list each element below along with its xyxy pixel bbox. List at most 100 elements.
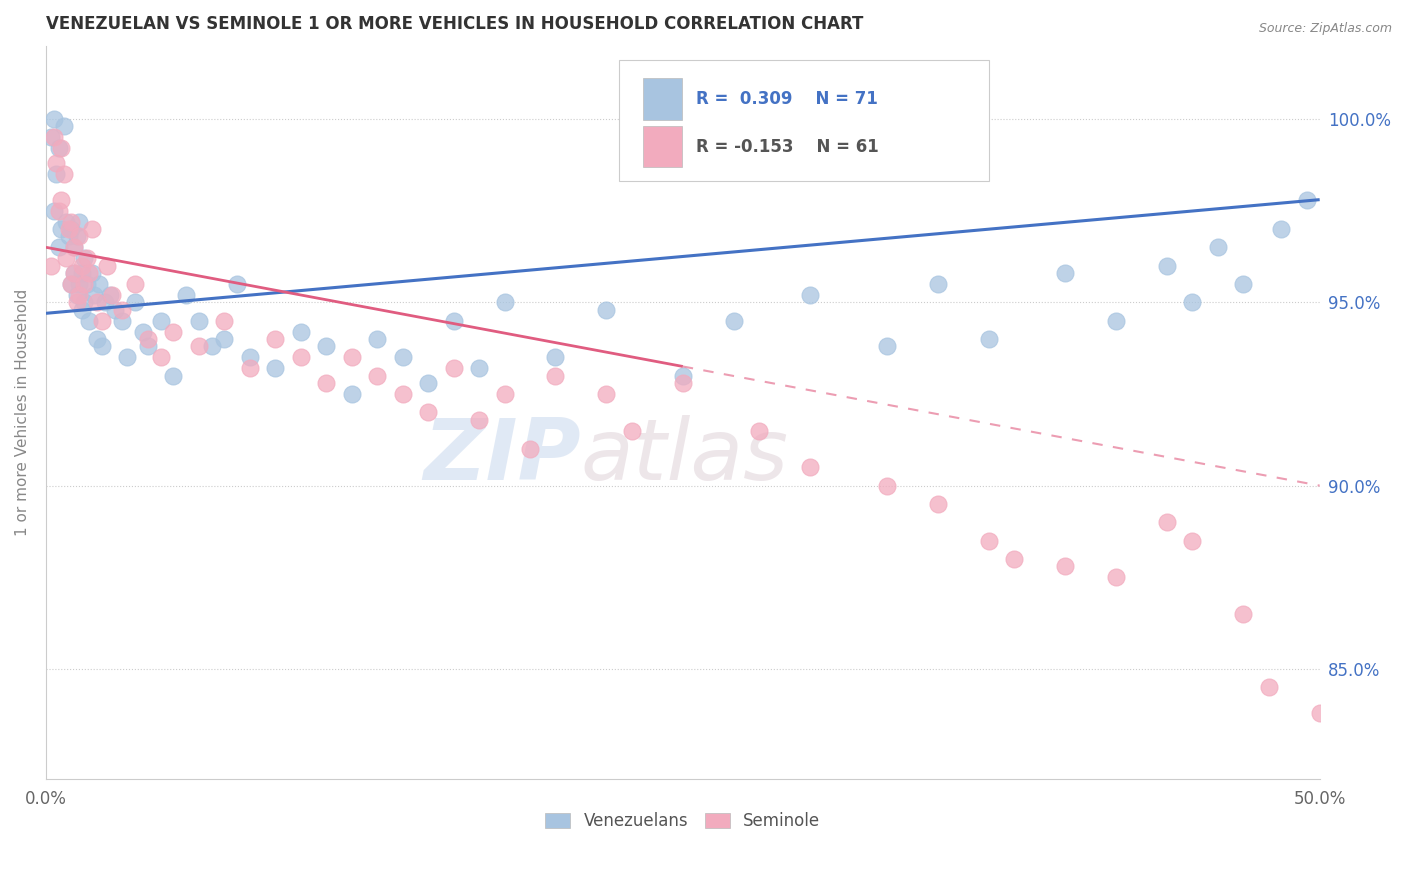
Point	[111, 313, 134, 327]
Point	[80, 266, 103, 280]
Point	[55, 252, 77, 266]
Point	[494, 387, 516, 401]
Point	[1206, 240, 1229, 254]
Point	[45, 167, 67, 181]
Point	[45, 156, 67, 170]
Point	[187, 313, 209, 327]
Point	[443, 361, 465, 376]
Point	[104, 302, 127, 317]
Point	[290, 351, 312, 365]
Point	[239, 351, 262, 365]
Point	[65, 288, 87, 302]
Point	[1232, 607, 1254, 621]
Point	[1257, 680, 1279, 694]
Point	[1053, 266, 1076, 280]
Point	[48, 203, 70, 218]
Point	[391, 351, 413, 365]
Point	[42, 130, 65, 145]
Point	[60, 214, 83, 228]
Point	[124, 277, 146, 291]
Point	[876, 478, 898, 492]
Point	[67, 288, 90, 302]
Point	[77, 266, 100, 280]
Text: Source: ZipAtlas.com: Source: ZipAtlas.com	[1258, 22, 1392, 36]
Point	[977, 533, 1000, 548]
Point	[39, 259, 62, 273]
Point	[76, 277, 98, 291]
Point	[51, 222, 73, 236]
Point	[52, 167, 75, 181]
Point	[672, 368, 695, 383]
Point	[77, 313, 100, 327]
Point	[544, 351, 567, 365]
Point	[60, 277, 83, 291]
Point	[443, 313, 465, 327]
Point	[70, 259, 93, 273]
Point	[1181, 533, 1204, 548]
Point	[60, 277, 83, 291]
Point	[1156, 259, 1178, 273]
Point	[89, 277, 111, 291]
Point	[595, 387, 617, 401]
Point	[51, 193, 73, 207]
Point	[60, 222, 83, 236]
Point	[91, 339, 114, 353]
Point	[1053, 559, 1076, 574]
Point	[98, 288, 121, 302]
FancyBboxPatch shape	[619, 61, 988, 181]
Point	[55, 214, 77, 228]
Text: ZIP: ZIP	[423, 415, 581, 498]
Text: atlas: atlas	[581, 415, 789, 498]
Point	[226, 277, 249, 291]
Point	[136, 339, 159, 353]
Point	[927, 277, 949, 291]
Point	[1270, 222, 1292, 236]
Point	[723, 313, 745, 327]
Point	[366, 332, 388, 346]
Point	[67, 214, 90, 228]
Point	[70, 302, 93, 317]
Point	[264, 361, 287, 376]
Point	[63, 266, 86, 280]
Text: R = -0.153    N = 61: R = -0.153 N = 61	[696, 138, 879, 156]
Point	[340, 351, 363, 365]
Point	[80, 222, 103, 236]
Point	[187, 339, 209, 353]
Point	[91, 313, 114, 327]
Point	[315, 376, 337, 390]
Point	[1296, 193, 1319, 207]
Point	[214, 332, 236, 346]
Point	[42, 112, 65, 126]
Point	[73, 277, 96, 291]
Point	[468, 412, 491, 426]
Point	[174, 288, 197, 302]
Point	[1156, 516, 1178, 530]
Point	[977, 332, 1000, 346]
Point	[799, 460, 821, 475]
Point	[1181, 295, 1204, 310]
Point	[494, 295, 516, 310]
Point	[63, 240, 86, 254]
Point	[132, 325, 155, 339]
Point	[391, 387, 413, 401]
Point	[65, 229, 87, 244]
Point	[70, 266, 93, 280]
Point	[799, 288, 821, 302]
Point	[876, 339, 898, 353]
Point	[124, 295, 146, 310]
Point	[214, 313, 236, 327]
Point	[672, 376, 695, 390]
Point	[290, 325, 312, 339]
Point	[1002, 552, 1025, 566]
Point	[73, 295, 96, 310]
Point	[93, 295, 115, 310]
Point	[42, 203, 65, 218]
Point	[1309, 706, 1331, 720]
Point	[162, 325, 184, 339]
Point	[86, 332, 108, 346]
Point	[468, 361, 491, 376]
Point	[67, 229, 90, 244]
Point	[416, 376, 439, 390]
Point	[39, 130, 62, 145]
Point	[1105, 313, 1128, 327]
